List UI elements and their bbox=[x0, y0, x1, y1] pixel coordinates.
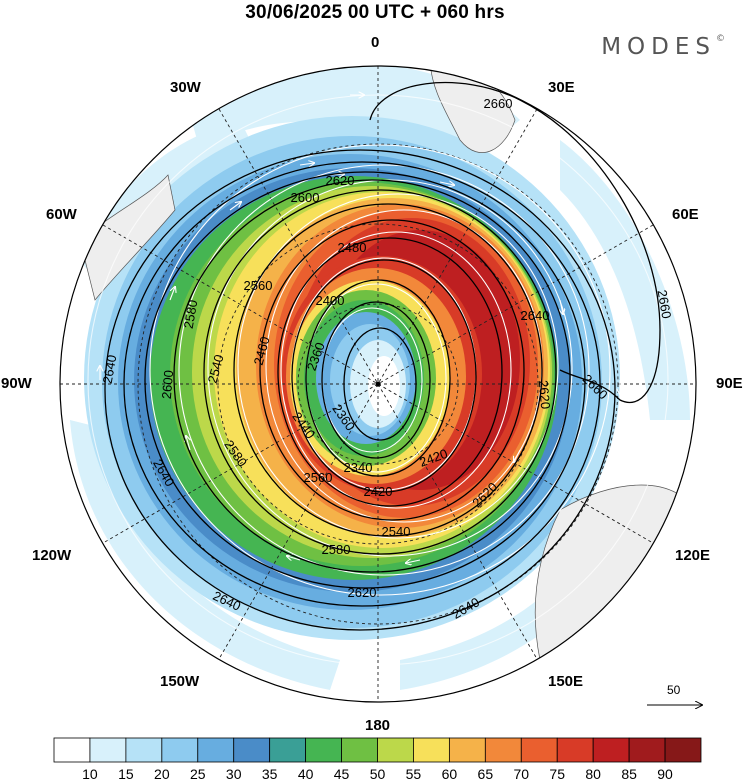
contour-label: 2340 bbox=[344, 460, 373, 475]
contour-label: 2460 bbox=[251, 335, 273, 367]
height-contours bbox=[104, 82, 661, 631]
colorbar-tick-label: 50 bbox=[369, 766, 386, 782]
colorbar-swatch bbox=[556, 737, 594, 763]
contour-label: 2400 bbox=[316, 293, 345, 308]
lon-label-60w: 60W bbox=[46, 206, 77, 223]
colorbar-swatch bbox=[592, 737, 630, 763]
lon-label-90e: 90E bbox=[716, 375, 743, 392]
colorbar-swatch bbox=[484, 737, 522, 763]
contour-label: 2580 bbox=[322, 542, 351, 557]
colorbar-tick-label: 25 bbox=[189, 766, 206, 782]
wind-streamlines bbox=[87, 95, 669, 666]
contour-label: 2600 bbox=[291, 190, 320, 205]
colorbar-swatch bbox=[664, 737, 702, 763]
lon-label-120e: 120E bbox=[675, 547, 711, 564]
colorbar-swatch bbox=[520, 737, 558, 763]
colorbar-swatch bbox=[628, 737, 666, 763]
colorbar bbox=[53, 737, 702, 763]
contour-label: 2640 bbox=[521, 308, 550, 323]
contour-label: 2580 bbox=[181, 299, 201, 330]
lon-label-60e: 60E bbox=[672, 206, 699, 223]
colorbar-swatch bbox=[53, 737, 91, 763]
colorbar-swatch bbox=[197, 737, 235, 763]
colorbar-tick-label: 35 bbox=[261, 766, 278, 782]
colorbar-tick-label: 40 bbox=[297, 766, 314, 782]
colorbar-swatch bbox=[269, 737, 307, 763]
map-title: 30/06/2025 00 UTC + 060 hrs bbox=[245, 2, 505, 23]
colorbar-tick-label: 65 bbox=[477, 766, 494, 782]
contour-label: 2640 bbox=[100, 354, 120, 385]
colorbar-swatch bbox=[377, 737, 414, 763]
colorbar-tick-label: 10 bbox=[82, 766, 98, 782]
contour-label: 2600 bbox=[159, 370, 176, 400]
contour-label-group: 2660 2620 2600 2480 2640 2660 2580 2560 … bbox=[100, 96, 675, 622]
lon-label-150w: 150W bbox=[160, 673, 200, 690]
contour-label: 2620 bbox=[536, 380, 553, 410]
contour-label: 2660 bbox=[484, 96, 513, 111]
colorbar-swatch bbox=[125, 737, 163, 763]
contour-label: 2560 bbox=[244, 278, 273, 293]
contour-label: 2540 bbox=[205, 353, 227, 385]
colorbar-tick-label: 90 bbox=[657, 766, 673, 782]
contour-label: 2560 bbox=[304, 470, 333, 485]
lon-label-120w: 120W bbox=[32, 547, 72, 564]
colorbar-tick-label: 85 bbox=[621, 766, 637, 782]
south-pole-marker bbox=[375, 381, 381, 387]
colorbar-swatch bbox=[341, 737, 378, 763]
lon-label-150e: 150E bbox=[548, 673, 584, 690]
colorbar-swatch bbox=[89, 737, 127, 763]
colorbar-tick-label: 60 bbox=[441, 766, 458, 782]
lon-label-90w: 90W bbox=[1, 375, 32, 392]
lon-label-30w: 30W bbox=[170, 79, 201, 96]
contour-label: 2620 bbox=[326, 173, 355, 188]
colorbar-tick-label: 30 bbox=[225, 766, 242, 782]
colorbar-tick-label: 15 bbox=[118, 766, 134, 782]
colorbar-tick-label: 70 bbox=[513, 766, 530, 782]
map-boundary bbox=[59, 65, 697, 703]
colorbar-swatch bbox=[233, 737, 271, 763]
brand-logo: MODES© bbox=[601, 34, 725, 60]
colorbar-tick-label: 20 bbox=[154, 766, 170, 782]
colorbar-swatch bbox=[413, 737, 450, 763]
australia-landmass bbox=[534, 484, 696, 691]
colorbar-tick-label: 75 bbox=[549, 766, 566, 782]
contour-label: 2660 bbox=[655, 289, 675, 320]
colorbar-swatch bbox=[161, 737, 199, 763]
reference-vector-label: 50 bbox=[667, 683, 681, 697]
lon-label-0: 0 bbox=[371, 34, 380, 51]
contour-label: 2480 bbox=[338, 240, 367, 255]
contour-label: 2540 bbox=[382, 524, 411, 539]
south-america-landmass bbox=[79, 174, 176, 301]
colorbar-tick-label: 45 bbox=[333, 766, 350, 782]
colorbar-swatch bbox=[448, 737, 486, 763]
colorbar-tick-label: 55 bbox=[405, 766, 422, 782]
contour-label: 2420 bbox=[364, 484, 393, 499]
colorbar-swatch bbox=[305, 737, 342, 763]
contour-label: 2620 bbox=[348, 585, 377, 600]
lon-label-30e: 30E bbox=[548, 79, 575, 96]
colorbar-tick-label: 80 bbox=[585, 766, 601, 782]
lon-label-180: 180 bbox=[365, 717, 391, 734]
